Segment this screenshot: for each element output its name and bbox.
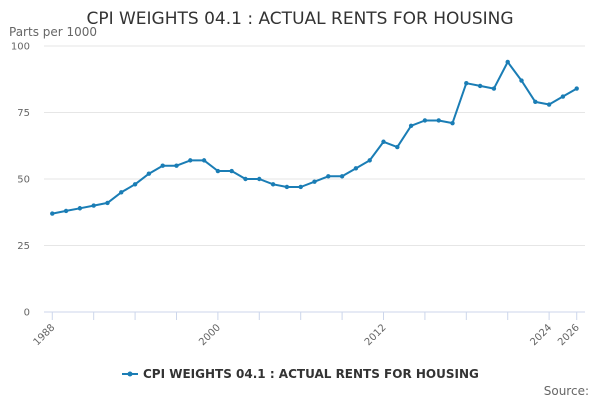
y-axis-label: Parts per 1000: [9, 25, 97, 39]
data-point[interactable]: [574, 86, 579, 91]
data-point[interactable]: [381, 139, 386, 144]
data-point[interactable]: [188, 158, 193, 163]
data-point[interactable]: [560, 94, 566, 99]
legend-series-label: CPI WEIGHTS 04.1 : ACTUAL RENTS FOR HOUS…: [143, 367, 479, 381]
data-point[interactable]: [174, 163, 179, 168]
x-tick-label: 2026: [556, 322, 582, 348]
data-point[interactable]: [477, 83, 483, 89]
data-point[interactable]: [201, 158, 207, 163]
y-tick-labels: 0 25 50 75 100: [11, 42, 30, 319]
legend[interactable]: CPI WEIGHTS 04.1 : ACTUAL RENTS FOR HOUS…: [122, 367, 479, 381]
data-point[interactable]: [450, 120, 455, 126]
data-point[interactable]: [298, 184, 303, 190]
data-point[interactable]: [491, 86, 497, 91]
source-label[interactable]: Source:: [544, 384, 589, 398]
data-point[interactable]: [312, 179, 317, 184]
data-point[interactable]: [546, 102, 552, 107]
data-point[interactable]: [367, 158, 372, 163]
data-point[interactable]: [160, 163, 165, 168]
data-point[interactable]: [395, 144, 400, 150]
y-tick-label: 0: [24, 308, 30, 319]
data-point[interactable]: [50, 211, 55, 216]
data-point[interactable]: [505, 59, 510, 65]
x-tick-label: 2024: [528, 322, 554, 348]
data-point[interactable]: [353, 166, 359, 171]
data-point[interactable]: [132, 182, 138, 187]
x-tick-label: 2000: [197, 322, 223, 348]
y-tick-label: 75: [17, 108, 30, 119]
chart-title: CPI WEIGHTS 04.1 : ACTUAL RENTS FOR HOUS…: [86, 9, 513, 29]
data-point[interactable]: [519, 78, 524, 83]
data-point[interactable]: [105, 200, 110, 206]
data-point[interactable]: [464, 81, 469, 86]
series-layer: [50, 59, 579, 216]
data-point[interactable]: [243, 176, 248, 182]
x-tick-label: 1988: [32, 322, 58, 348]
data-point[interactable]: [326, 174, 331, 179]
data-point[interactable]: [408, 123, 414, 128]
y-tick-label: 25: [17, 241, 30, 252]
data-point[interactable]: [270, 182, 276, 187]
data-point[interactable]: [257, 176, 262, 182]
gridlines: [44, 45, 585, 246]
data-point[interactable]: [422, 118, 428, 123]
y-tick-label: 50: [17, 175, 30, 186]
y-tick-label: 100: [11, 42, 30, 53]
data-point[interactable]: [91, 203, 96, 208]
data-point[interactable]: [77, 206, 83, 211]
x-tick-label: 2012: [363, 322, 389, 348]
data-point[interactable]: [215, 168, 221, 174]
x-axis: 1988 2000 2012 2024 2026: [32, 311, 585, 348]
legend-series-marker: [127, 371, 133, 377]
data-point[interactable]: [146, 171, 152, 176]
data-point[interactable]: [229, 168, 234, 174]
data-point[interactable]: [284, 184, 290, 190]
data-point[interactable]: [63, 208, 69, 214]
data-point[interactable]: [119, 190, 124, 195]
data-point[interactable]: [436, 118, 441, 123]
data-point[interactable]: [533, 99, 538, 105]
data-point[interactable]: [339, 174, 345, 179]
series-line: [51, 61, 578, 215]
